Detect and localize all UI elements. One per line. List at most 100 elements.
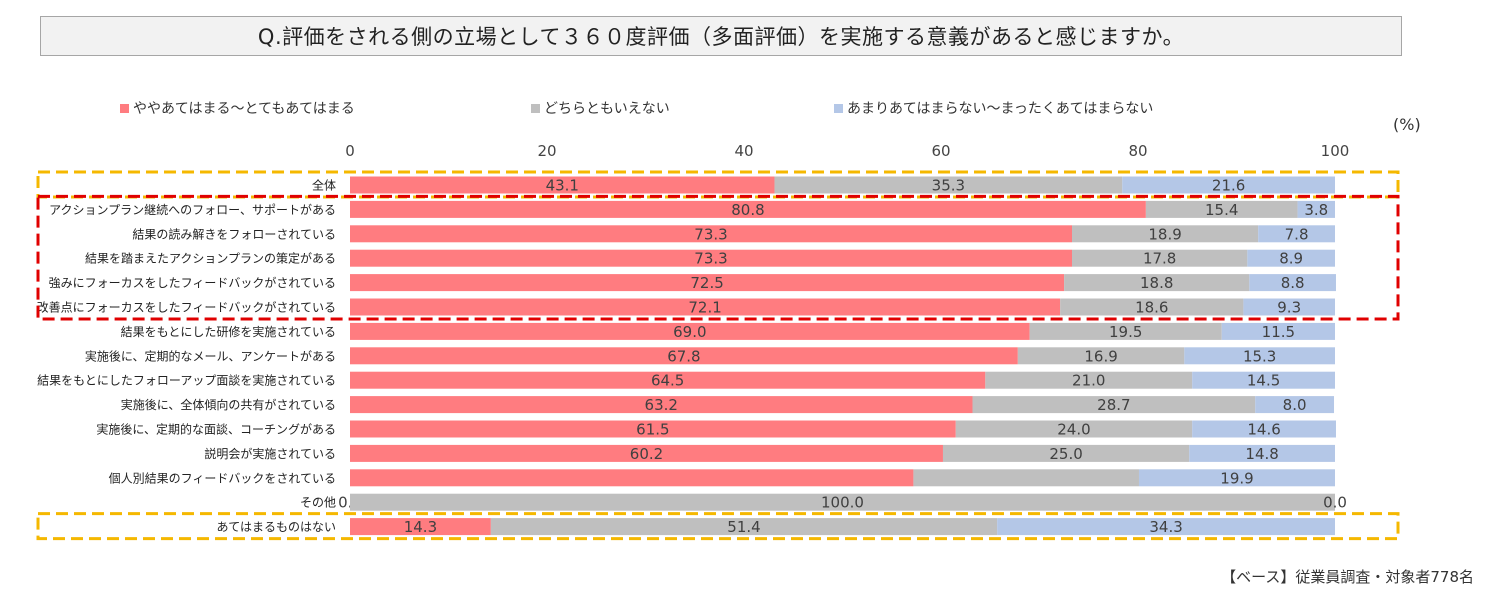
highlight-box-red — [36, 194, 1400, 321]
bar-segment-neutral — [972, 396, 1256, 414]
question-title: Q.評価をされる側の立場として３６０度評価（多面評価）を実施する意義があると感じ… — [40, 16, 1402, 56]
legend-label-agree: ややあてはまる～とてもあてはまる — [133, 101, 355, 117]
data-label-disagree: 15.3 — [1243, 347, 1276, 365]
data-label-neutral: 16.9 — [1084, 347, 1117, 365]
bar-segment-agree — [350, 396, 973, 414]
category-label: アクションプラン継続へのフォロー、サポートがある — [49, 202, 336, 217]
bar-segment-neutral — [955, 420, 1193, 438]
bar-segment-neutral — [1072, 249, 1248, 267]
legend-swatch-neutral — [531, 103, 540, 113]
bar-segment-neutral — [490, 518, 998, 536]
category-label: 結果を踏まえたアクションプランの策定がある — [85, 251, 336, 266]
data-label-neutral: 19.5 — [1109, 323, 1142, 341]
bar-segment-disagree — [1184, 347, 1335, 365]
bar-segment-neutral — [774, 176, 1123, 194]
bar-segment-neutral — [1029, 322, 1222, 340]
bar-segment-disagree — [1192, 420, 1336, 438]
bar-segment-agree — [350, 420, 956, 438]
x-tick-label: 100 — [1321, 142, 1350, 160]
data-label-disagree: 8.9 — [1279, 250, 1303, 268]
bar-segment-agree — [350, 444, 943, 462]
bar-segment-neutral — [985, 371, 1193, 389]
bar-segment-agree — [350, 200, 1146, 218]
category-label: 改善点にフォーカスをしたフィードバックがされている — [37, 300, 336, 315]
source-note: 【ベース】従業員調査・対象者778名 — [1221, 568, 1474, 586]
legend-label-neutral: どちらともいえない — [544, 101, 670, 117]
bar-segment-disagree — [1255, 396, 1335, 414]
bar-segment-agree — [350, 225, 1073, 243]
data-label-disagree: 9.3 — [1277, 299, 1301, 317]
data-label-agree: 69.0 — [673, 323, 706, 341]
data-label-agree: 80.8 — [731, 201, 764, 219]
data-label-disagree: 21.6 — [1212, 177, 1245, 195]
bar-segment-disagree — [1247, 249, 1335, 267]
bar-segment-agree — [350, 469, 914, 487]
bar-segment-disagree — [1249, 274, 1336, 292]
highlight-box-yellow — [36, 512, 1400, 541]
data-label-disagree: 14.6 — [1247, 421, 1280, 439]
data-label-disagree: 14.5 — [1247, 372, 1280, 390]
bar-segment-agree — [350, 347, 1018, 365]
highlight-box-yellow — [36, 170, 1400, 199]
data-label-neutral: 18.6 — [1135, 299, 1168, 317]
bar-segment-disagree — [997, 518, 1335, 536]
legend-swatch-disagree — [834, 103, 843, 113]
data-label-agree: 67.8 — [667, 347, 700, 365]
legend-item-agree: ややあてはまる～とてもあてはまる — [120, 98, 355, 118]
data-label-neutral: 100.0 — [821, 494, 864, 512]
data-label-disagree: 8.8 — [1281, 274, 1305, 292]
x-tick-label: 40 — [734, 142, 753, 160]
x-tick-label: 20 — [537, 142, 556, 160]
bar-segment-disagree — [1258, 225, 1335, 243]
data-label-agree: 61.5 — [636, 421, 669, 439]
data-label-agree: 73.3 — [694, 250, 727, 268]
data-label-neutral: 18.8 — [1140, 274, 1173, 292]
data-label-disagree: 19.9 — [1220, 469, 1253, 487]
legend-item-disagree: あまりあてはまらない～まったくあてはまらない — [834, 98, 1153, 118]
bar-segment-neutral — [350, 493, 1335, 511]
category-label: 全体 — [312, 178, 336, 193]
data-label-disagree: 34.3 — [1149, 518, 1182, 536]
unit-label: (%) — [1393, 115, 1421, 134]
data-label-agree: 73.3 — [694, 225, 727, 243]
legend-label-disagree: あまりあてはまらない～まったくあてはまらない — [847, 101, 1154, 117]
category-label: 説明会が実施されている — [204, 446, 336, 461]
data-label-disagree: 7.8 — [1285, 225, 1309, 243]
data-label-disagree: 11.5 — [1262, 323, 1295, 341]
bar-segment-disagree — [1221, 322, 1335, 340]
bar-segment-neutral — [1064, 274, 1250, 292]
data-label-agree: 63.2 — [645, 396, 678, 414]
bar-segment-neutral — [913, 469, 1139, 487]
bar-segment-disagree — [1243, 298, 1335, 316]
bar-segment-neutral — [1060, 298, 1244, 316]
data-label-agree: 43.1 — [546, 177, 579, 195]
data-label-disagree: 8.0 — [1283, 396, 1307, 414]
bar-segment-agree — [350, 518, 491, 536]
data-label-neutral: 25.0 — [1049, 445, 1082, 463]
bar-segment-disagree — [1297, 200, 1335, 218]
data-label-neutral: 24.0 — [1057, 421, 1090, 439]
x-tick-label: 0 — [345, 142, 355, 160]
category-label: 実施後に、全体傾向の共有がされている — [121, 397, 336, 412]
bar-segment-agree — [350, 371, 986, 389]
bar-segment-agree — [350, 176, 775, 194]
data-label-neutral: 51.4 — [727, 518, 760, 536]
bar-segment-neutral — [1145, 200, 1298, 218]
category-label: 強みにフォーカスをしたフィードバックがされている — [49, 275, 336, 290]
data-label-neutral: 18.9 — [1148, 225, 1181, 243]
data-label-disagree: 14.8 — [1245, 445, 1278, 463]
category-label: 結果をもとにした研修を実施されている — [121, 324, 336, 339]
bar-segment-agree — [350, 298, 1061, 316]
category-label: 実施後に、定期的なメール、アンケートがある — [85, 348, 336, 363]
category-label: 個人別結果のフィードバックをされている — [109, 471, 336, 485]
data-label-agree: 14.3 — [404, 518, 437, 536]
x-tick-label: 80 — [1128, 142, 1147, 160]
bar-segment-neutral — [942, 444, 1190, 462]
category-label: その他 — [300, 496, 336, 510]
category-label: 結果をもとにしたフォローアップ面談を実施されている — [37, 373, 336, 388]
bar-segment-disagree — [1189, 444, 1335, 462]
data-label-agree: 64.5 — [651, 372, 684, 390]
bar-segment-agree — [350, 249, 1073, 267]
bar-segment-neutral — [1072, 225, 1259, 243]
